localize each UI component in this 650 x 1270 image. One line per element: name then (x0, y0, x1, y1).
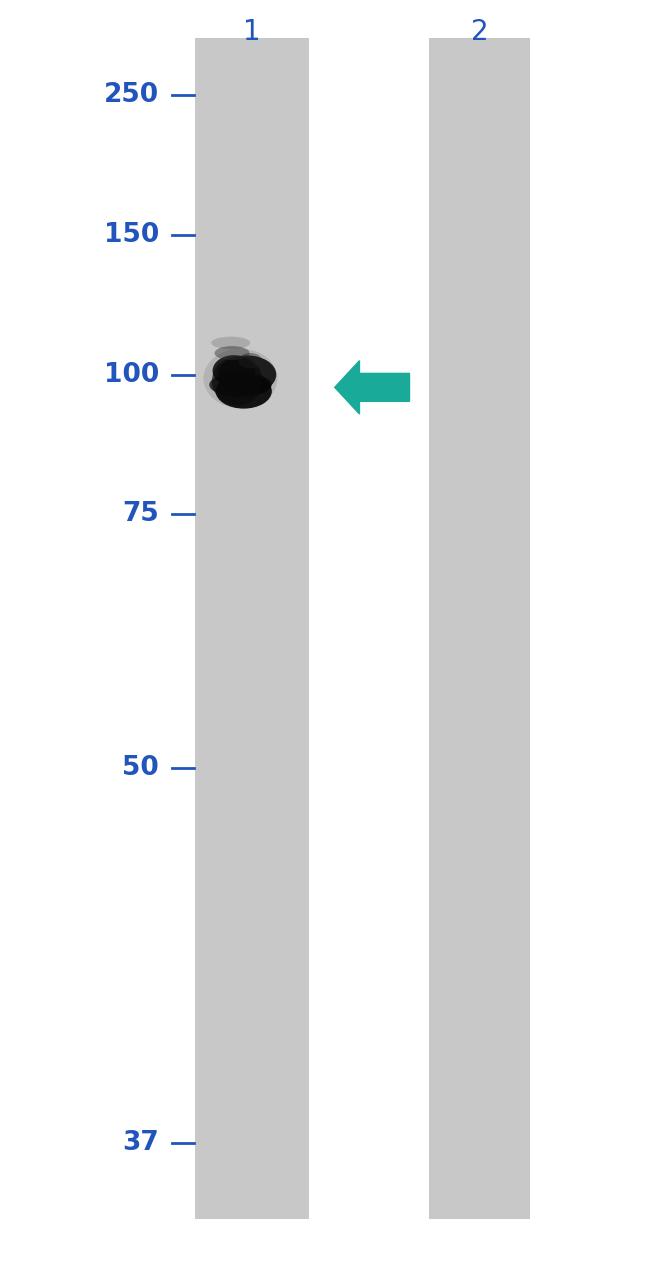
Text: 75: 75 (122, 502, 159, 527)
Ellipse shape (239, 353, 262, 368)
Ellipse shape (209, 372, 272, 398)
Ellipse shape (213, 356, 255, 386)
Text: 37: 37 (122, 1130, 159, 1156)
Text: 150: 150 (104, 222, 159, 248)
Text: 100: 100 (104, 362, 159, 387)
Text: 50: 50 (122, 756, 159, 781)
FancyArrow shape (335, 361, 410, 414)
Ellipse shape (212, 357, 263, 405)
Text: 250: 250 (104, 83, 159, 108)
Ellipse shape (211, 337, 250, 349)
Ellipse shape (214, 347, 250, 361)
Bar (195, 38, 309, 1219)
Ellipse shape (216, 373, 272, 409)
Bar (429, 38, 530, 1219)
Text: 2: 2 (471, 18, 488, 46)
Text: 1: 1 (243, 18, 261, 46)
Ellipse shape (218, 356, 276, 394)
Ellipse shape (203, 349, 278, 408)
